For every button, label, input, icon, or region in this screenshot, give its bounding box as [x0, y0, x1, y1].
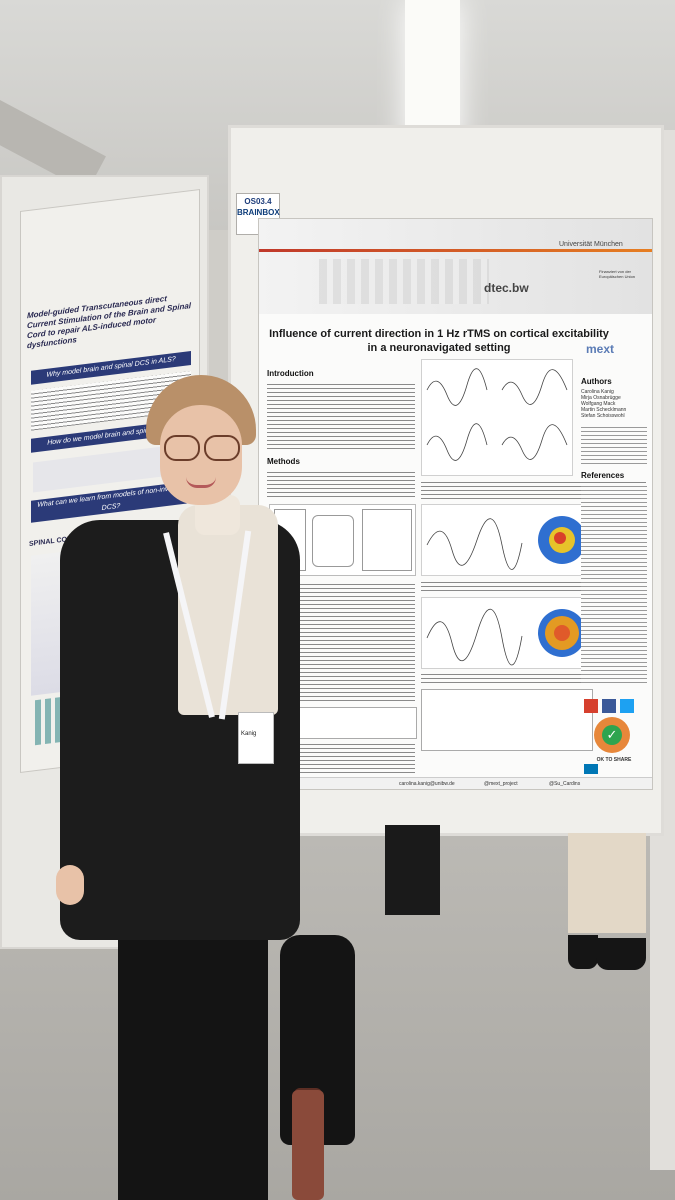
poster-header-mosaic	[319, 259, 489, 304]
flow-box	[362, 509, 412, 571]
twitter-icon	[620, 699, 634, 713]
topography-plot-1	[426, 516, 586, 570]
facebook-icon	[602, 699, 616, 713]
poster-header-line	[259, 249, 652, 252]
poster-title: Influence of current direction in 1 Hz r…	[269, 328, 609, 354]
footer-email: carolina.kanig@unibw.de	[399, 781, 455, 787]
person-face	[160, 405, 242, 505]
author-name: Mirja Osnabrügge	[581, 395, 621, 401]
references-text	[581, 483, 647, 683]
poster-footer: carolina.kanig@unibw.de @mext_project @S…	[259, 777, 652, 789]
author-name: Carolina Kanig	[581, 389, 614, 395]
affiliations-text	[581, 424, 647, 464]
background-person-legs	[385, 825, 440, 915]
topography-plot-2	[426, 608, 586, 666]
footer-handle-2: @Su_Cardins	[549, 781, 581, 787]
authors-list: Carolina Kanig Mirja Osnabrügge Wolfgang…	[581, 389, 647, 419]
water-bottle	[292, 1090, 324, 1200]
tep-waveform-plot	[426, 368, 568, 461]
footer-handle-1: @mext_project	[484, 781, 518, 787]
author-name: Stefan Schoisswohl	[581, 413, 625, 419]
person-hand	[56, 865, 84, 905]
name-badge: Kanig	[238, 712, 274, 764]
glasses-lens-left	[164, 435, 200, 461]
board-tag-code: OS03.4	[244, 197, 272, 206]
background-shoe	[596, 938, 646, 970]
logo-uni: Universität München	[559, 241, 623, 248]
linkedin-icon	[584, 764, 598, 774]
board-tag-brand: BRAINBOX	[237, 208, 280, 217]
left-poster-title: Model-guided Transcutaneous direct Curre…	[27, 294, 192, 351]
person-smile	[186, 477, 216, 488]
main-poster: Universität München dtec.bw Finanziert v…	[258, 218, 653, 790]
share-text: OK TO SHARE	[596, 757, 632, 763]
section-introduction: Introduction	[267, 369, 314, 378]
section-methods: Methods	[267, 457, 300, 466]
checkmark-icon: ✓	[602, 725, 622, 745]
replication-table	[421, 689, 593, 751]
logo-eu: Finanziert von der Europäischen Union	[599, 269, 636, 279]
methods-text	[267, 469, 415, 499]
background-person-legs	[568, 833, 646, 933]
figure-topography-2	[421, 597, 593, 669]
google-plus-icon	[584, 699, 598, 713]
name-badge-text: Kanig	[241, 731, 257, 737]
glasses-lens-right	[204, 435, 240, 461]
section-authors: Authors	[581, 377, 612, 386]
author-name: Wolfgang Mack	[581, 401, 616, 407]
background-shoe	[568, 935, 598, 969]
section-references: References	[581, 471, 625, 480]
share-block: ✓ OK TO SHARE	[584, 699, 646, 774]
logo-mext: mext	[586, 342, 615, 356]
logo-dtec: dtec.bw	[484, 281, 529, 295]
author-name: Martin Schecklmann	[581, 407, 627, 413]
introduction-text	[267, 381, 415, 451]
share-badge-icon: ✓	[594, 717, 630, 753]
figure-topography-1	[421, 504, 593, 576]
figure-tep-waveforms	[421, 359, 573, 476]
flow-box	[312, 515, 354, 567]
